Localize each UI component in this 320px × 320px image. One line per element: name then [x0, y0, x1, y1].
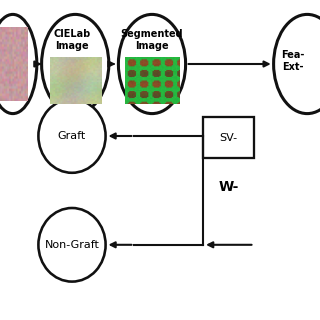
Ellipse shape [118, 14, 186, 114]
Ellipse shape [42, 14, 109, 114]
Ellipse shape [0, 14, 37, 114]
Ellipse shape [274, 14, 320, 114]
Text: Non-Graft: Non-Graft [44, 240, 100, 250]
Text: SV-: SV- [220, 132, 238, 143]
Text: W-: W- [219, 180, 239, 194]
Text: Graft: Graft [58, 131, 86, 141]
Ellipse shape [38, 99, 106, 173]
Ellipse shape [38, 208, 106, 282]
Text: Fea-
Ext-: Fea- Ext- [281, 50, 305, 72]
Bar [203, 117, 254, 158]
Text: Segmented
Image: Segmented Image [121, 29, 183, 51]
Text: CIELab
Image: CIELab Image [53, 29, 91, 51]
